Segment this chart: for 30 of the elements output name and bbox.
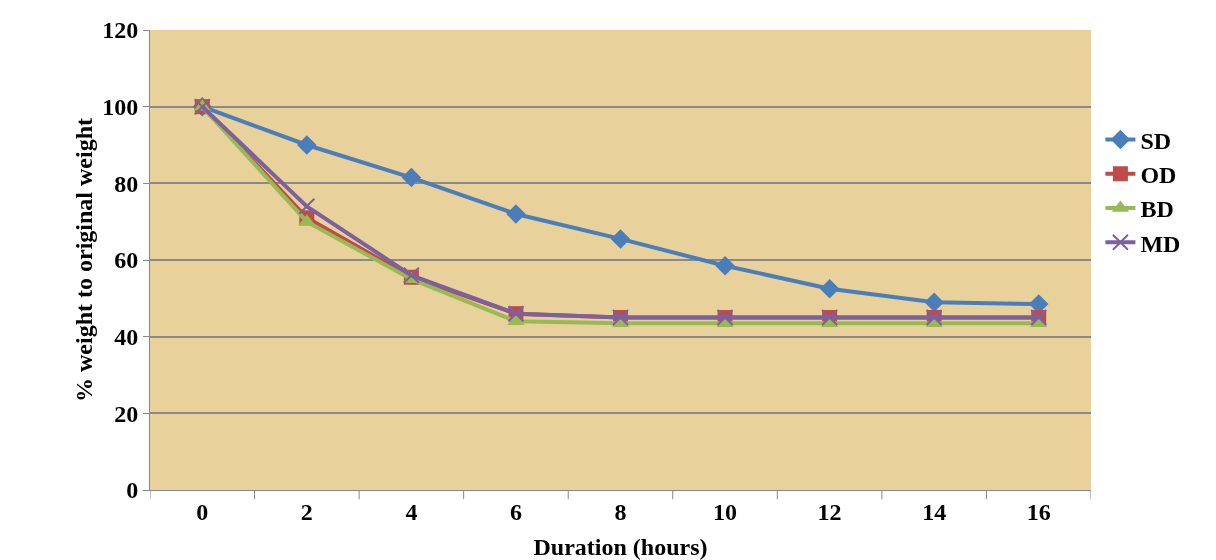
legend-label: SD <box>1140 127 1172 154</box>
x-tick-label: 10 <box>713 498 738 525</box>
point <box>819 279 840 299</box>
legend-label: MD <box>1140 230 1181 257</box>
legend-label: OD <box>1140 162 1177 189</box>
x-tick-label: 4 <box>405 498 418 525</box>
point <box>401 167 422 188</box>
y-axis-title: % weight to original weight <box>71 118 97 402</box>
y-tick-label: 60 <box>114 247 139 274</box>
x-tick-label: 14 <box>922 498 947 525</box>
x-tick-label: 16 <box>1026 498 1051 525</box>
y-tick-label: 120 <box>102 17 139 44</box>
x-axis-title: Duration (hours) <box>533 534 708 560</box>
point <box>924 292 944 312</box>
x-tick-label: 6 <box>509 498 522 525</box>
x-tick-label: 0 <box>196 498 209 525</box>
y-tick-label: 100 <box>102 94 139 121</box>
x-tick-label: 8 <box>614 498 627 525</box>
x-tick-label: 2 <box>300 498 313 525</box>
point <box>715 256 735 276</box>
y-tick-label: 20 <box>114 400 139 427</box>
x-tick-label: 12 <box>817 498 842 525</box>
legend-label: BD <box>1140 196 1174 223</box>
y-tick-label: 0 <box>126 477 139 504</box>
y-tick-label: 80 <box>114 170 139 197</box>
point <box>297 135 317 155</box>
point <box>610 229 631 249</box>
y-tick-label: 40 <box>114 324 139 351</box>
point <box>298 197 316 215</box>
point <box>506 204 526 224</box>
